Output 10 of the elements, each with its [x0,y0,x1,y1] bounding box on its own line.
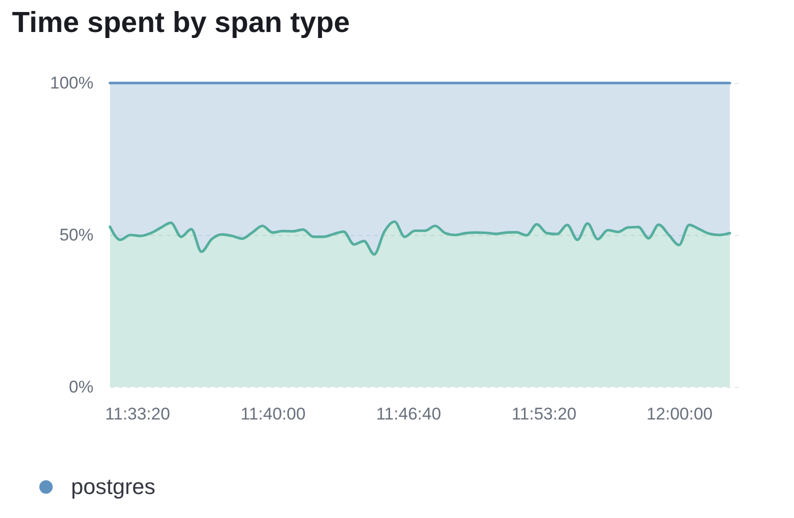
x-tick-label: 12:00:00 [646,404,713,424]
x-tick-label: 11:53:20 [512,404,577,424]
y-tick-label: 0% [68,378,94,396]
x-tick-label: 11:40:00 [240,404,306,424]
x-tick-label: 11:46:40 [376,404,442,424]
legend-label: postgres [71,474,156,499]
y-tick-label: 100% [50,74,94,92]
x-tick-label: 11:33:20 [105,404,170,424]
chart-title: Time spent by span type [12,7,350,39]
y-tick-label: 50% [59,226,94,244]
